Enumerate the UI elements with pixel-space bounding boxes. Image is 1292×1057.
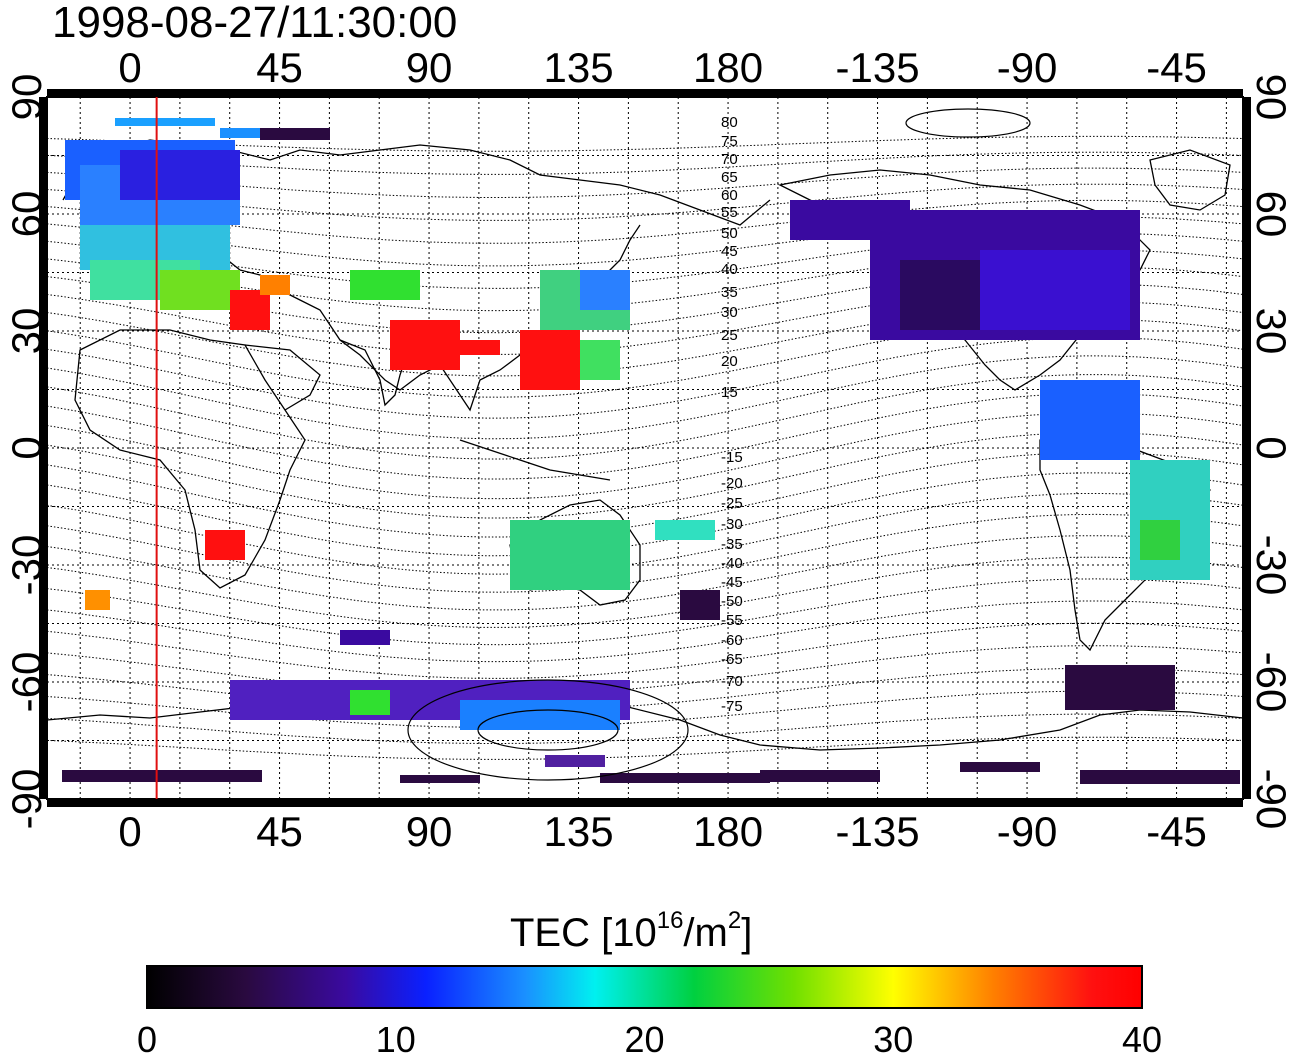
top-lon-tick-label: -90 bbox=[997, 44, 1058, 91]
contour-label: 40 bbox=[721, 261, 738, 278]
magnetic-contour bbox=[47, 556, 1243, 628]
right-lat-tick-label: 60 bbox=[1248, 191, 1292, 238]
frame-bar-top bbox=[47, 89, 1243, 97]
axis-ticks: 0045459090135135180180-135-135-90-90-45-… bbox=[3, 44, 1292, 855]
frame-bar-left bbox=[39, 97, 47, 799]
magnetic-contour bbox=[47, 393, 1243, 480]
magnetic-contour bbox=[47, 452, 1243, 538]
top-lon-tick-label: 0 bbox=[118, 44, 141, 91]
magnetic-contour bbox=[47, 713, 1243, 744]
contour-label: 65 bbox=[721, 169, 738, 186]
colorbar-tick-label: 30 bbox=[873, 1019, 913, 1057]
left-lat-tick-label: 0 bbox=[3, 436, 50, 459]
colorbar-title-sup2: 2 bbox=[728, 907, 741, 934]
right-lat-tick-label: -90 bbox=[1248, 769, 1292, 830]
top-lon-tick-label: -135 bbox=[836, 44, 920, 91]
magnetic-contour bbox=[47, 374, 1243, 460]
colorbar bbox=[146, 965, 1143, 1009]
contour-label: -25 bbox=[721, 495, 743, 512]
contour-label: -20 bbox=[721, 475, 743, 492]
bottom-lon-tick-label: 135 bbox=[544, 808, 614, 855]
contour-label: 45 bbox=[721, 243, 738, 260]
magnetic-contour bbox=[47, 199, 1243, 244]
contour-label: 25 bbox=[721, 327, 738, 344]
colorbar-tick-label: 20 bbox=[624, 1019, 664, 1057]
contour-label: 70 bbox=[721, 151, 738, 168]
magnetic-contour bbox=[47, 167, 1243, 198]
left-lat-tick-label: -60 bbox=[3, 652, 50, 713]
colorbar-ticks: 0 10 20 30 40 bbox=[137, 1019, 1162, 1057]
top-lon-tick-label: 45 bbox=[256, 44, 303, 91]
magnetic-contour bbox=[47, 412, 1243, 500]
contour-label: 15 bbox=[721, 384, 738, 401]
colorbar-tick-label: 10 bbox=[376, 1019, 416, 1057]
left-lat-tick-label: 90 bbox=[3, 74, 50, 121]
contour-label: 80 bbox=[721, 114, 738, 131]
top-lon-tick-label: -45 bbox=[1146, 44, 1207, 91]
contour-label: 75 bbox=[721, 133, 738, 150]
top-lon-tick-label: 90 bbox=[406, 44, 453, 91]
magnetic-contour bbox=[47, 183, 1243, 221]
top-lon-tick-label: 135 bbox=[544, 44, 614, 91]
right-lat-tick-label: -30 bbox=[1248, 535, 1292, 596]
contour-label: -30 bbox=[721, 516, 743, 533]
magnetic-contour bbox=[47, 472, 1243, 557]
magnetic-contour bbox=[47, 355, 1243, 440]
right-lat-tick-label: 90 bbox=[1248, 74, 1292, 121]
bottom-lon-tick-label: 45 bbox=[256, 808, 303, 855]
magnetic-contour bbox=[47, 645, 1243, 696]
bottom-lon-tick-label: -45 bbox=[1146, 808, 1207, 855]
magnetic-contour bbox=[47, 736, 1243, 760]
contour-label: -40 bbox=[721, 555, 743, 572]
left-lat-tick-label: 30 bbox=[3, 308, 50, 355]
magnetic-contour bbox=[47, 513, 1243, 593]
left-lat-tick-label: 60 bbox=[3, 191, 50, 238]
top-lon-tick-label: 180 bbox=[693, 44, 763, 91]
contour-label: -70 bbox=[721, 673, 743, 690]
left-lat-tick-label: -30 bbox=[3, 535, 50, 596]
contour-label: -15 bbox=[721, 449, 743, 466]
colorbar-tick-label: 0 bbox=[137, 1019, 157, 1057]
figure-title: 1998-08-27/11:30:00 bbox=[52, 0, 457, 47]
left-lat-tick-label: -90 bbox=[3, 769, 50, 830]
magnetic-contour bbox=[47, 283, 1243, 355]
contour-label: 35 bbox=[721, 284, 738, 301]
colorbar-title-sup1: 16 bbox=[657, 907, 684, 934]
pole-contours bbox=[407, 108, 1031, 781]
colorbar-title-mid: /m bbox=[683, 911, 727, 955]
magnetic-contour bbox=[47, 578, 1243, 646]
magnetic-contour bbox=[47, 432, 1243, 519]
contour-label: 30 bbox=[721, 304, 738, 321]
bottom-lon-tick-label: 180 bbox=[693, 808, 763, 855]
colorbar-title: TEC [1016/m2] bbox=[510, 907, 752, 955]
contour-label: 20 bbox=[721, 353, 738, 370]
contour-label: 55 bbox=[721, 204, 738, 221]
bottom-lon-tick-label: -135 bbox=[836, 808, 920, 855]
contour-label: -50 bbox=[721, 593, 743, 610]
frame-bar-bottom bbox=[47, 799, 1243, 807]
frame-bar-right bbox=[1243, 97, 1251, 799]
right-lat-tick-label: 0 bbox=[1248, 436, 1292, 459]
right-lat-tick-label: 30 bbox=[1248, 308, 1292, 355]
colorbar-title-end: ] bbox=[741, 911, 752, 955]
right-lat-tick-label: -60 bbox=[1248, 652, 1292, 713]
contour-label: -60 bbox=[721, 632, 743, 649]
contour-label: 50 bbox=[721, 225, 738, 242]
magnetic-contour bbox=[47, 493, 1243, 575]
contour-label: -75 bbox=[721, 698, 743, 715]
contour-label: -45 bbox=[721, 574, 743, 591]
contour-label: -55 bbox=[721, 612, 743, 629]
contour-label: -35 bbox=[721, 536, 743, 553]
contour-label: -65 bbox=[721, 651, 743, 668]
magnetic-contour bbox=[47, 151, 1243, 175]
bottom-lon-tick-label: -90 bbox=[997, 808, 1058, 855]
colorbar-tick-label: 40 bbox=[1122, 1019, 1162, 1057]
bottom-lon-tick-label: 90 bbox=[406, 808, 453, 855]
tec-observations bbox=[62, 118, 1240, 784]
contour-label: 60 bbox=[721, 187, 738, 204]
colorbar-title-main: TEC [10 bbox=[510, 911, 657, 955]
bottom-lon-tick-label: 0 bbox=[118, 808, 141, 855]
